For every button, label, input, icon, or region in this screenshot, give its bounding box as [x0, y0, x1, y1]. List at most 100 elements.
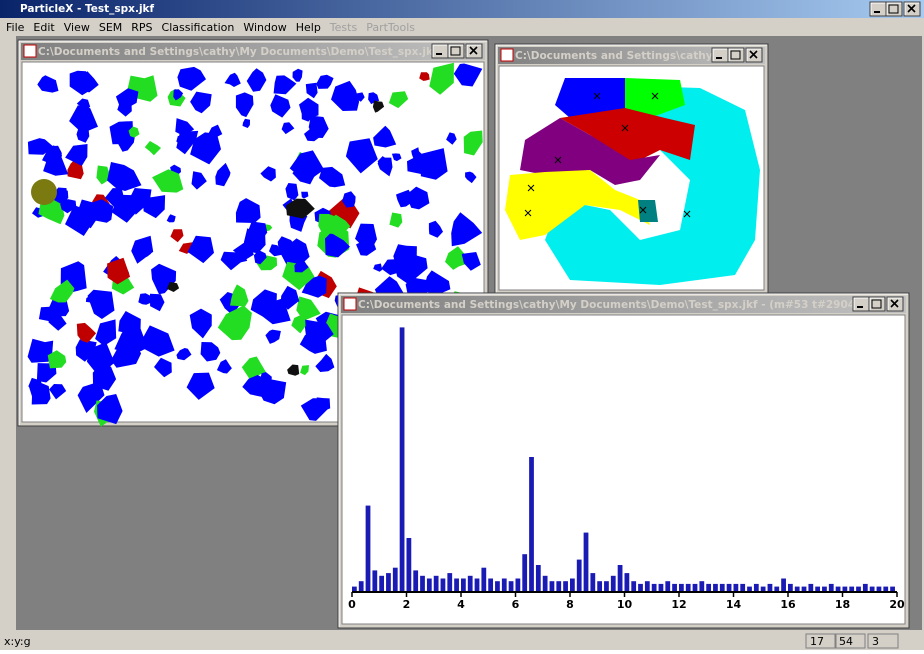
maximize-button[interactable] [728, 48, 744, 62]
spectrum-bar [413, 570, 418, 592]
spectrum-bar [706, 584, 711, 592]
window-title: C:\Documents and Settings\cathy\M... [515, 50, 739, 62]
spectrum-bar [631, 581, 636, 592]
maximize-button[interactable] [869, 297, 885, 311]
spectrum-bar [522, 554, 527, 592]
x-tick-label: 8 [566, 598, 574, 611]
app-title: ParticleX - Test_spx.jkf [20, 3, 155, 15]
minimize-button[interactable] [870, 2, 886, 16]
spectrum-bar [645, 581, 650, 592]
x-tick-label: 4 [457, 598, 465, 611]
x-tick-label: 2 [403, 598, 411, 611]
menu-item[interactable]: Classification [162, 21, 235, 34]
spectrum-bar [509, 581, 514, 592]
close-button[interactable] [746, 48, 762, 62]
spectrum-bar [550, 581, 555, 592]
spectrum-bar [768, 584, 773, 592]
spectrum-bar [488, 579, 493, 593]
minimize-button[interactable] [432, 44, 448, 58]
spectrum-bar [529, 457, 534, 592]
button-face [853, 297, 869, 311]
spectrum-bar [672, 584, 677, 592]
spectrum-bar [652, 584, 657, 592]
spectrum-bar [400, 327, 405, 592]
button-face [432, 44, 448, 58]
spectrum-bar [604, 581, 609, 592]
maximize-button[interactable] [448, 44, 464, 58]
close-button[interactable] [887, 297, 903, 311]
spectrum-bar [665, 581, 670, 592]
spectrum-bar [386, 573, 391, 592]
spectrum-bar [699, 581, 704, 592]
minimize-button[interactable] [712, 48, 728, 62]
spectrum-window: C:\Documents and Settings\cathy\My Docum… [338, 293, 909, 628]
menu-item[interactable]: Edit [33, 21, 55, 34]
spectrum-bar [734, 584, 739, 592]
spectrum-bar [556, 581, 561, 592]
spectrum-bar [495, 581, 500, 592]
spectrum-bar [461, 579, 466, 593]
button-face [869, 297, 885, 311]
particle [29, 383, 51, 404]
window-title: C:\Documents and Settings\cathy\My Docum… [358, 299, 860, 311]
spectrum-bar [481, 568, 486, 592]
close-button[interactable] [904, 2, 920, 16]
spectrum-bar [379, 576, 384, 592]
menu-bar: File Edit View SEM RPS Classification Window He… [6, 21, 415, 34]
spectrum-bar [625, 573, 630, 592]
menu-item[interactable]: Help [296, 21, 321, 34]
button-face [712, 48, 728, 62]
window-icon [24, 45, 36, 57]
menu-item: Tests [329, 21, 358, 34]
spectrum-bar [536, 565, 541, 592]
spectrum-bar [563, 581, 568, 592]
button-face [886, 2, 902, 16]
x-tick-label: 20 [889, 598, 905, 611]
spectrum-bar [693, 584, 698, 592]
spectrum-bar [584, 533, 589, 592]
minimize-button[interactable] [853, 297, 869, 311]
spectrum-bar [393, 568, 398, 592]
spectrum-bar [808, 584, 813, 592]
spectrum-bar [659, 584, 664, 592]
spectrum-bar [447, 573, 452, 592]
spectrum-bar [543, 576, 548, 592]
window-icon [501, 49, 513, 61]
spectrum-bar [475, 579, 480, 593]
spectrum-bar [863, 584, 868, 592]
button-face [870, 2, 886, 16]
particle [31, 179, 57, 205]
menu-item[interactable]: File [6, 21, 25, 34]
spectrum-bar [366, 506, 371, 592]
map-window: C:\Documents and Settings\cathy\M... [495, 44, 768, 294]
window-title: C:\Documents and Settings\cathy\My Docum… [38, 46, 481, 58]
spectrum-bar [679, 584, 684, 592]
button-face [728, 48, 744, 62]
spectrum-bar [454, 579, 459, 593]
spectrum-bar [597, 581, 602, 592]
screen: ParticleX - Test_spx.jkf File Edit View SEM… [0, 0, 924, 650]
x-tick-label: 18 [835, 598, 850, 611]
x-tick-label: 14 [726, 598, 742, 611]
x-tick-label: 16 [780, 598, 796, 611]
menu-item[interactable]: RPS [131, 21, 152, 34]
menu-item[interactable]: SEM [99, 21, 122, 34]
maximize-button[interactable] [886, 2, 902, 16]
menu-item[interactable]: Window [243, 21, 286, 34]
spectrum-bar [754, 584, 759, 592]
x-tick-label: 0 [348, 598, 356, 611]
window-icon [344, 298, 356, 310]
spectrum-bar [740, 584, 745, 592]
spectrum-bar [727, 584, 732, 592]
x-tick-label: 10 [617, 598, 633, 611]
spectrum-bar [686, 584, 691, 592]
menu-item: PartTools [366, 21, 415, 34]
close-button[interactable] [466, 44, 482, 58]
x-tick-label: 12 [671, 598, 686, 611]
spectrum-bar [434, 576, 439, 592]
spectrum-bar [829, 584, 834, 592]
menu-item[interactable]: View [64, 21, 90, 34]
spectrum-bar [427, 579, 432, 593]
spectrum-bar [502, 579, 507, 593]
spectrum-bar [420, 576, 425, 592]
